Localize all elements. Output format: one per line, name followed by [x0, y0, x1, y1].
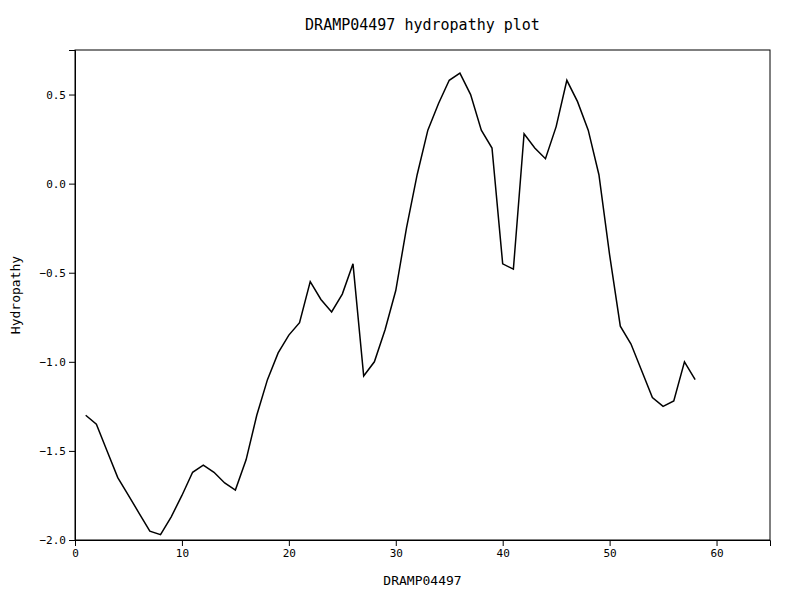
tick-label: 40 [497, 547, 510, 560]
tick-mark [69, 451, 75, 452]
tick: 10 [176, 540, 189, 560]
tick: 60 [710, 540, 723, 560]
chart: 0 10 20 30 40 50 60 −2.0 −1.5 −1.0 −0.5 0.0 0.5 DRAMP… [0, 0, 800, 600]
tick: 0.0 [46, 178, 75, 191]
tick-label: −1.5 [40, 445, 67, 458]
tick-label: −2.0 [40, 534, 67, 547]
tick-mark [69, 540, 75, 541]
axis-line [69, 51, 76, 541]
tick: 0.5 [46, 89, 75, 102]
tick-mark [717, 540, 718, 546]
tick-label: 10 [176, 547, 189, 560]
tick-mark [289, 540, 290, 546]
tick-label: −1.0 [40, 356, 67, 369]
x-axis: 0 10 20 30 40 50 60 [72, 540, 770, 560]
plot-area: 0 10 20 30 40 50 60 −2.0 −1.5 −1.0 −0.5 0.0 0.5 [40, 50, 771, 560]
tick-label: 0 [72, 547, 79, 560]
tick: −0.5 [40, 267, 76, 280]
tick-mark [69, 273, 75, 274]
tick-mark [69, 362, 75, 363]
tick: 50 [603, 540, 616, 560]
tick: −2.0 [40, 534, 76, 547]
tick-label: −0.5 [40, 267, 67, 280]
tick-mark [503, 540, 504, 546]
tick: −1.0 [40, 356, 76, 369]
tick-mark [396, 540, 397, 546]
tick-label: 0.5 [46, 89, 66, 102]
tick-mark [69, 184, 75, 185]
tick-mark [69, 95, 75, 96]
x-axis-title: DRAMP04497 [383, 573, 461, 588]
tick-label: 0.0 [46, 178, 66, 191]
plot-frame [75, 50, 770, 540]
tick: 20 [283, 540, 296, 560]
title: DRAMP04497 hydropathy plot [305, 16, 540, 34]
tick: 30 [390, 540, 403, 560]
tick-mark [182, 540, 183, 546]
tick-label: 60 [710, 547, 723, 560]
tick: −1.5 [40, 445, 76, 458]
y-axis-title: Hydropathy [8, 256, 23, 334]
tick-label: 50 [603, 547, 616, 560]
tick-mark [610, 540, 611, 546]
tick-label: 20 [283, 547, 296, 560]
marks [86, 73, 695, 534]
tick-label: 30 [390, 547, 403, 560]
y-axis: −2.0 −1.5 −1.0 −0.5 0.0 0.5 [40, 51, 76, 548]
tick: 0 [72, 540, 79, 560]
data-line [86, 73, 695, 534]
axis-line [76, 541, 771, 547]
tick: 40 [497, 540, 510, 560]
